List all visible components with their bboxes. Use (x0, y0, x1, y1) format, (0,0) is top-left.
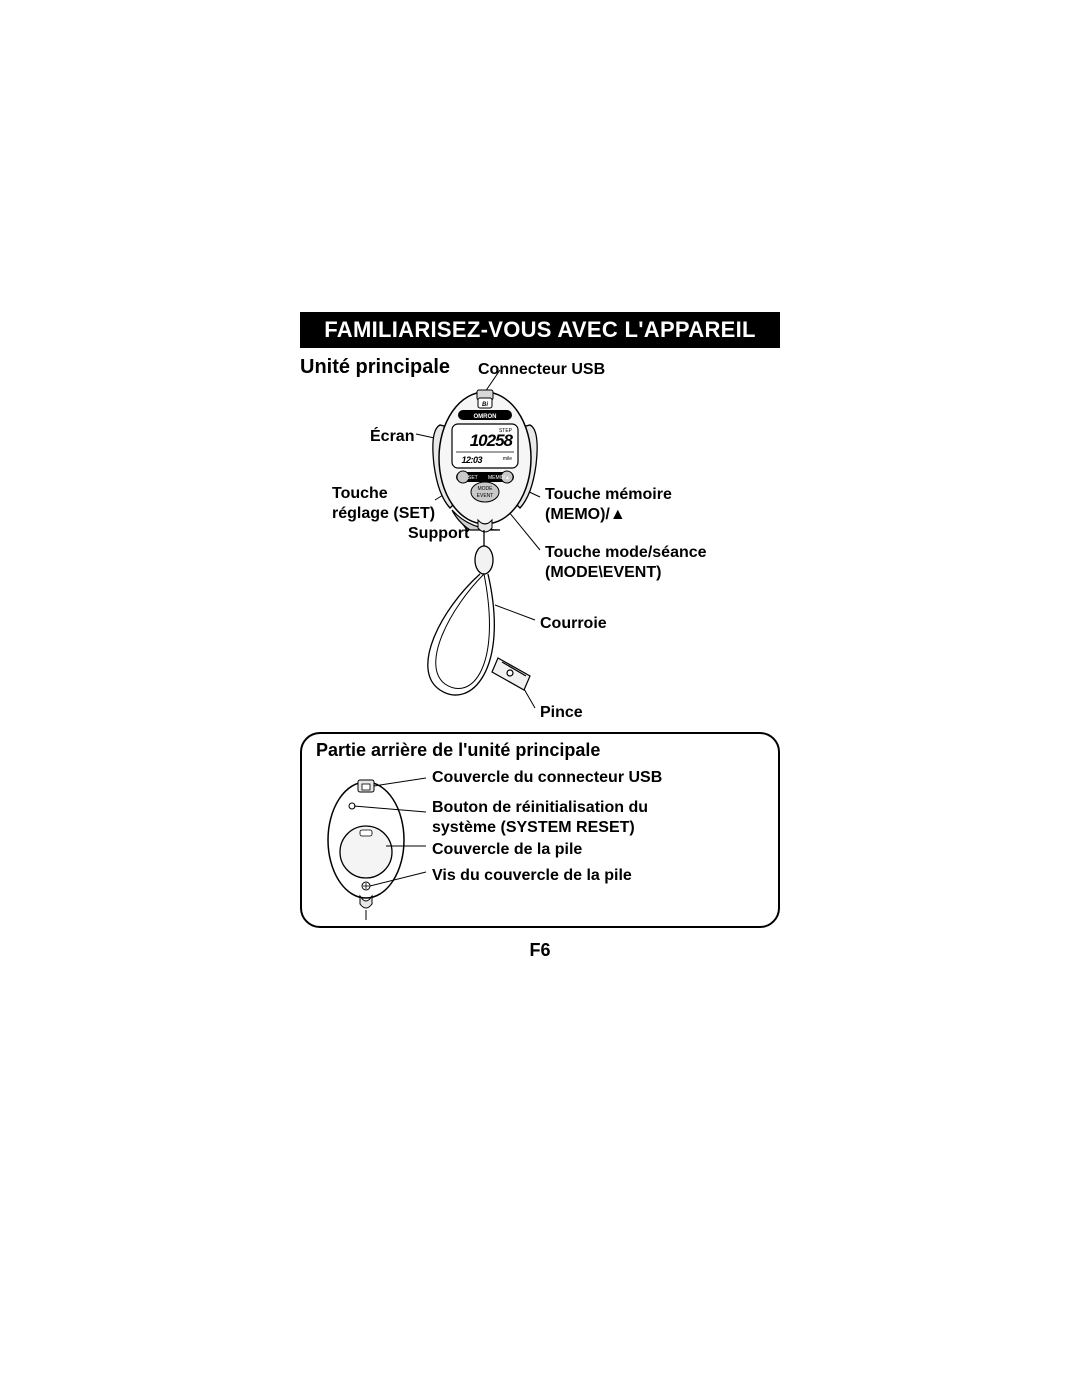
device-logo: Bi (482, 402, 488, 408)
page-number-text: F6 (529, 940, 550, 960)
main-unit-diagram: OMRON Bi 10258 12:03 STEP mile SET MEMO/… (380, 370, 640, 730)
lcd-step: STEP (499, 428, 513, 434)
btn-event: EVENT (477, 493, 494, 499)
btn-set: SET (468, 475, 478, 481)
label-battery-screw: Vis du couvercle de la pile (432, 866, 632, 886)
lcd-mile: mile (503, 456, 512, 462)
page-number: F6 (510, 940, 570, 961)
section-title-back-unit: Partie arrière de l'unité principale (316, 740, 600, 761)
lcd-time: 12:03 (461, 455, 482, 465)
back-unit-title: Partie arrière de l'unité principale (316, 740, 600, 760)
btn-memo: MEMO/▲ (488, 475, 510, 481)
label-battery-cover: Couvercle de la pile (432, 840, 582, 860)
btn-mode: MODE (478, 486, 494, 492)
label-usb-cover: Couvercle du connecteur USB (432, 768, 662, 788)
header-title: FAMILIARISEZ-VOUS AVEC L'APPAREIL (324, 317, 756, 342)
label-reset-button: Bouton de réinitialisation du système (S… (432, 798, 648, 838)
header-bar: FAMILIARISEZ-VOUS AVEC L'APPAREIL (300, 312, 780, 348)
device-brand: OMRON (474, 414, 497, 420)
